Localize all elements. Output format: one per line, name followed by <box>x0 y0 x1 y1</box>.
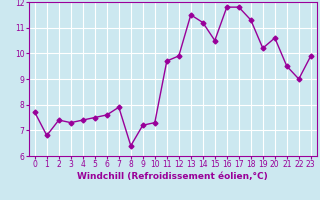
X-axis label: Windchill (Refroidissement éolien,°C): Windchill (Refroidissement éolien,°C) <box>77 172 268 181</box>
